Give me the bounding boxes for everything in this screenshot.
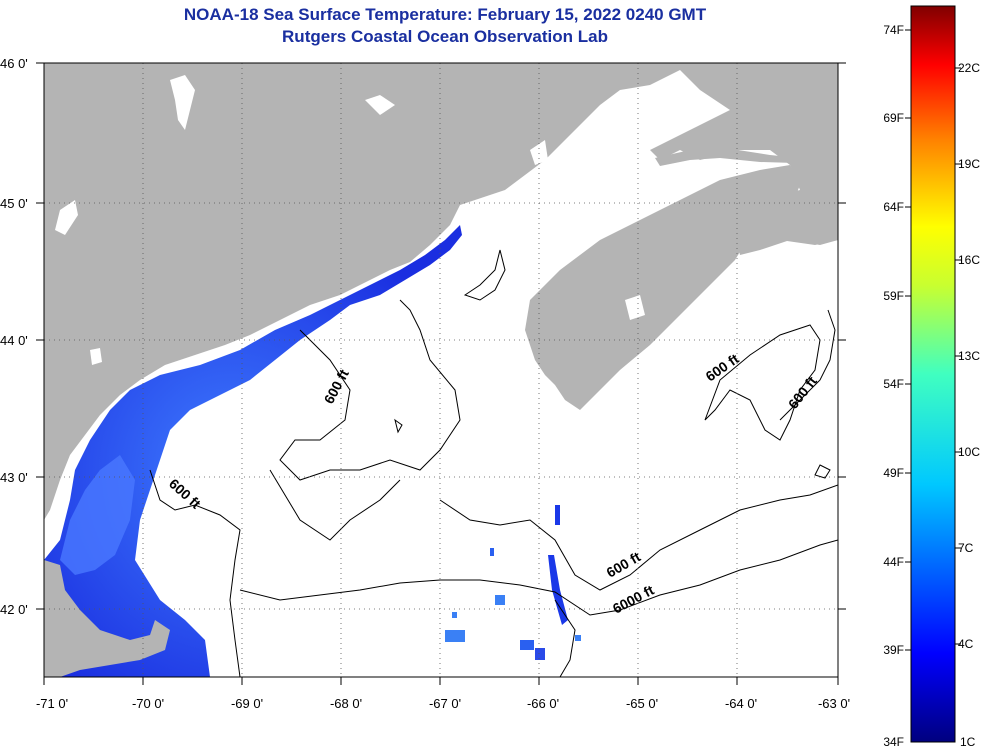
- colorbar-fahrenheit-label: 34F: [883, 735, 904, 749]
- y-tick-label: 43 0': [0, 470, 28, 485]
- colorbar-celsius-label: 22C: [958, 61, 980, 75]
- inland-clouds: [55, 75, 645, 365]
- axis-ticks: [36, 62, 846, 685]
- y-tick-label: 42 0': [0, 602, 28, 617]
- x-tick-label: -64 0': [725, 696, 757, 711]
- x-tick-label: -70 0': [132, 696, 164, 711]
- x-tick-label: -65 0': [626, 696, 658, 711]
- colorbar-celsius-label: 19C: [958, 157, 980, 171]
- map-frame: [43, 62, 839, 678]
- x-tick-label: -68 0': [330, 696, 362, 711]
- y-tick-label: 46 0': [0, 56, 28, 71]
- x-tick-label: -69 0': [231, 696, 263, 711]
- colorbar-celsius-label: 1C: [960, 735, 976, 749]
- colorbar-fahrenheit-label: 39F: [883, 643, 904, 657]
- map-subtitle: Rutgers Coastal Ocean Observation Lab: [282, 27, 608, 46]
- colorbar-fahrenheit-label: 54F: [883, 377, 904, 391]
- color-scale-bar: 74F 69F 64F 59F 54F 49F 44F 39F 34F 22C …: [883, 5, 980, 749]
- colorbar-fahrenheit-label: 74F: [883, 23, 904, 37]
- x-tick-label: -66 0': [527, 696, 559, 711]
- colorbar-fahrenheit-label: 64F: [883, 200, 904, 214]
- colorbar-celsius-label: 10C: [958, 445, 980, 459]
- x-tick-label: -67 0': [429, 696, 461, 711]
- colorbar-fahrenheit-label: 49F: [883, 466, 904, 480]
- colorbar-celsius-label: 13C: [958, 349, 980, 363]
- y-tick-label: 44 0': [0, 333, 28, 348]
- land: [44, 63, 838, 677]
- y-tick-label: 45 0': [0, 196, 28, 211]
- bathymetry-contours: [149, 249, 838, 677]
- map-title: NOAA-18 Sea Surface Temperature: Februar…: [183, 5, 707, 24]
- x-tick-label: -63 0': [818, 696, 850, 711]
- colorbar-celsius-label: 4C: [958, 637, 974, 651]
- x-tick-label: -71 0': [36, 696, 68, 711]
- colorbar-fahrenheit-label: 59F: [883, 289, 904, 303]
- colorbar-celsius-label: 16C: [958, 253, 980, 267]
- colorbar-celsius-label: 7C: [958, 541, 974, 555]
- colorbar-fahrenheit-label: 69F: [883, 111, 904, 125]
- colorbar-fahrenheit-label: 44F: [883, 555, 904, 569]
